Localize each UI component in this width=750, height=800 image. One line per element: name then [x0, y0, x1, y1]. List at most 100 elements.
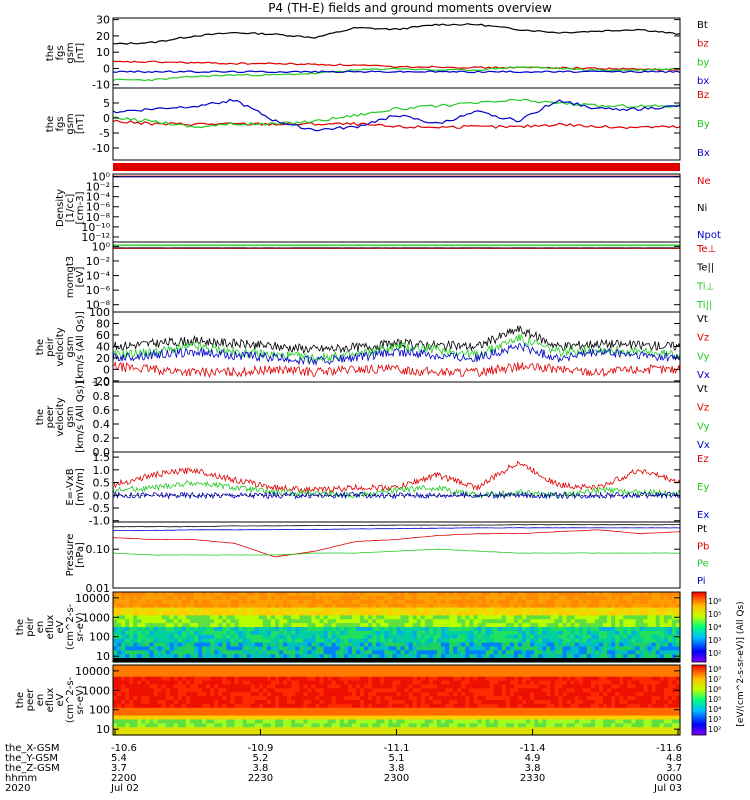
y-tick-label: 1000: [82, 611, 110, 624]
series-fgs-total-1: [112, 60, 681, 72]
panel-efield: 1.51.00.50.0-0.5-1.0E=-VxB[mV/m] Ez Ey Ex: [65, 451, 709, 528]
series-efield-1: [112, 480, 681, 500]
colorbar-tick: 10²: [708, 725, 721, 734]
x-axis-value: 3.7: [666, 763, 682, 774]
x-axis-labels: the_X-GSM -10.6 -10.9 -11.1 -11.4 -11.6 the_Y-…: [5, 729, 682, 794]
y-tick-label: 30: [96, 14, 110, 27]
y-tick-label: 10: [96, 650, 110, 663]
y-tick-label: 10⁻⁸: [86, 211, 111, 224]
y-tick-label: 0.4: [93, 418, 111, 431]
legend-entry: Ne: [697, 176, 711, 187]
x-axis-row-label: hhmm: [5, 773, 37, 784]
x-axis-value: 3.8: [389, 763, 405, 774]
y-tick-label: 10⁻¹⁰: [81, 221, 110, 234]
y-tick-label: 100: [89, 306, 110, 319]
x-axis-value: 4.9: [525, 753, 541, 764]
x-axis-value: 3.8: [525, 763, 541, 774]
series-fgs-comp-2: [112, 98, 681, 132]
series-efield-0: [112, 460, 681, 494]
x-axis-value: 2200: [111, 773, 136, 784]
legend-entry: Ex: [697, 510, 709, 521]
panel-peir-spectrogram: 10000 1000 100 10 thepeirenefluxeV(cm^2-s-sr…: [15, 591, 681, 663]
colorbar-tick: 10³: [708, 715, 721, 724]
x-axis-value: 3.8: [252, 763, 268, 774]
y-tick-label: 10⁻⁴: [86, 191, 111, 204]
legend-entry: bx: [697, 76, 709, 87]
series-pressure-1: [112, 529, 681, 558]
legend-entry: Vy: [697, 421, 710, 432]
x-axis-value: 0000: [657, 773, 682, 784]
series-fgs-total-2: [112, 66, 681, 82]
y-axis-label: thepeirenefluxeV(cm^2-s-sr-eV): [15, 603, 86, 650]
y-axis-label: Density[1/cc][cm-3]: [55, 189, 86, 227]
legend-entry: by: [697, 57, 709, 68]
y-tick-label: 10⁻¹²: [81, 231, 110, 244]
y-tick-label: 1000: [82, 684, 110, 697]
x-axis-value: -11.4: [520, 743, 546, 754]
y-tick-label: 10⁻⁶: [86, 201, 111, 214]
y-axis-label: Pressure[nPa]: [65, 534, 86, 577]
legend-entry: bz: [697, 39, 709, 50]
y-axis-label: thepeerenefluxeV(cm^2-s-sr-eV): [15, 676, 86, 723]
y-tick-label: 0: [103, 112, 110, 125]
x-axis-value: -10.9: [247, 743, 273, 754]
x-axis-value: 4.8: [666, 753, 682, 764]
y-axis-label: momgt3[eV]: [65, 256, 86, 298]
y-tick-label: 1.5: [93, 451, 111, 464]
series-pressure-2: [112, 548, 681, 556]
legend-entry: Vz: [697, 403, 709, 414]
y-tick-label: 80: [96, 317, 110, 330]
y-tick-label: -1.0: [89, 515, 110, 528]
y-tick-label: 0: [103, 363, 110, 376]
colorbar-tick: 10⁴: [708, 705, 721, 714]
series-efield-2: [113, 490, 681, 500]
legend-entry: Vy: [697, 351, 710, 362]
colorbar-tick: 10⁷: [708, 675, 721, 684]
y-tick-label: 0.5: [93, 477, 111, 490]
x-axis-value: 5.4: [111, 753, 127, 764]
y-tick-label: 5: [103, 97, 110, 110]
y-tick-label: 10⁻⁶: [86, 284, 111, 297]
legend-entry: Vz: [697, 333, 709, 344]
y-tick-label: 100: [89, 704, 110, 717]
series-pressure-3: [112, 527, 681, 532]
x-axis-value: Jul 03: [653, 783, 682, 794]
y-tick-label: -10: [92, 142, 110, 155]
x-axis-value: 3.7: [111, 763, 127, 774]
series-peir-velocity-3: [112, 342, 681, 366]
series-peir-velocity-2: [112, 333, 681, 364]
legend-entry: Vt: [697, 314, 708, 325]
colorbar-tick: 10⁶: [708, 685, 721, 694]
colorbar-tick: 10⁸: [708, 665, 721, 674]
y-tick-label: 10⁰: [92, 171, 111, 184]
y-tick-label: 1.0: [93, 376, 111, 389]
series-fgs-total-0: [112, 23, 681, 45]
x-axis-value: 2230: [248, 773, 273, 784]
panel-peer-velocity: 1.00.80.60.40.20.0 thepeervelocitygsm[km/…: [35, 376, 710, 459]
y-axis-label: thefgsgsm[nT]: [45, 42, 86, 63]
legend-entry: Ti⊥: [696, 281, 714, 292]
colorbar-tick: 10³: [708, 636, 721, 645]
colorbar: 10⁶10⁵10⁴10³10²10⁸10⁷10⁶10⁵10⁴10³10²[eV/…: [691, 591, 746, 736]
y-axis-label: thefgsgsm[nT]: [45, 113, 86, 134]
y-tick-label: 0.10: [86, 543, 111, 556]
legend-entry: Pe: [697, 559, 709, 570]
colorbar-tick: 10²: [708, 649, 721, 658]
series-fgs-total-3: [112, 70, 681, 74]
legend-entry: Npot: [697, 230, 721, 241]
legend-entry: Te||: [696, 263, 714, 274]
x-axis-value: -11.6: [656, 743, 682, 754]
y-tick-label: 0.0: [93, 446, 111, 459]
y-tick-label: 10000: [75, 665, 110, 678]
panel-fgs-total: 30 20 10 0 -10 thefgsgsm[nT] Bt bz by bx: [45, 14, 709, 92]
panels: 3020100-10thefgsgsm[nT]Btbzbybx50-5-10th…: [15, 14, 721, 737]
legend-entry: Pb: [697, 541, 709, 552]
y-tick-label: -10: [92, 79, 110, 92]
y-tick-label: 10: [96, 723, 110, 736]
legend-entry: Vt: [697, 384, 708, 395]
legend-entry: Ez: [697, 454, 709, 465]
